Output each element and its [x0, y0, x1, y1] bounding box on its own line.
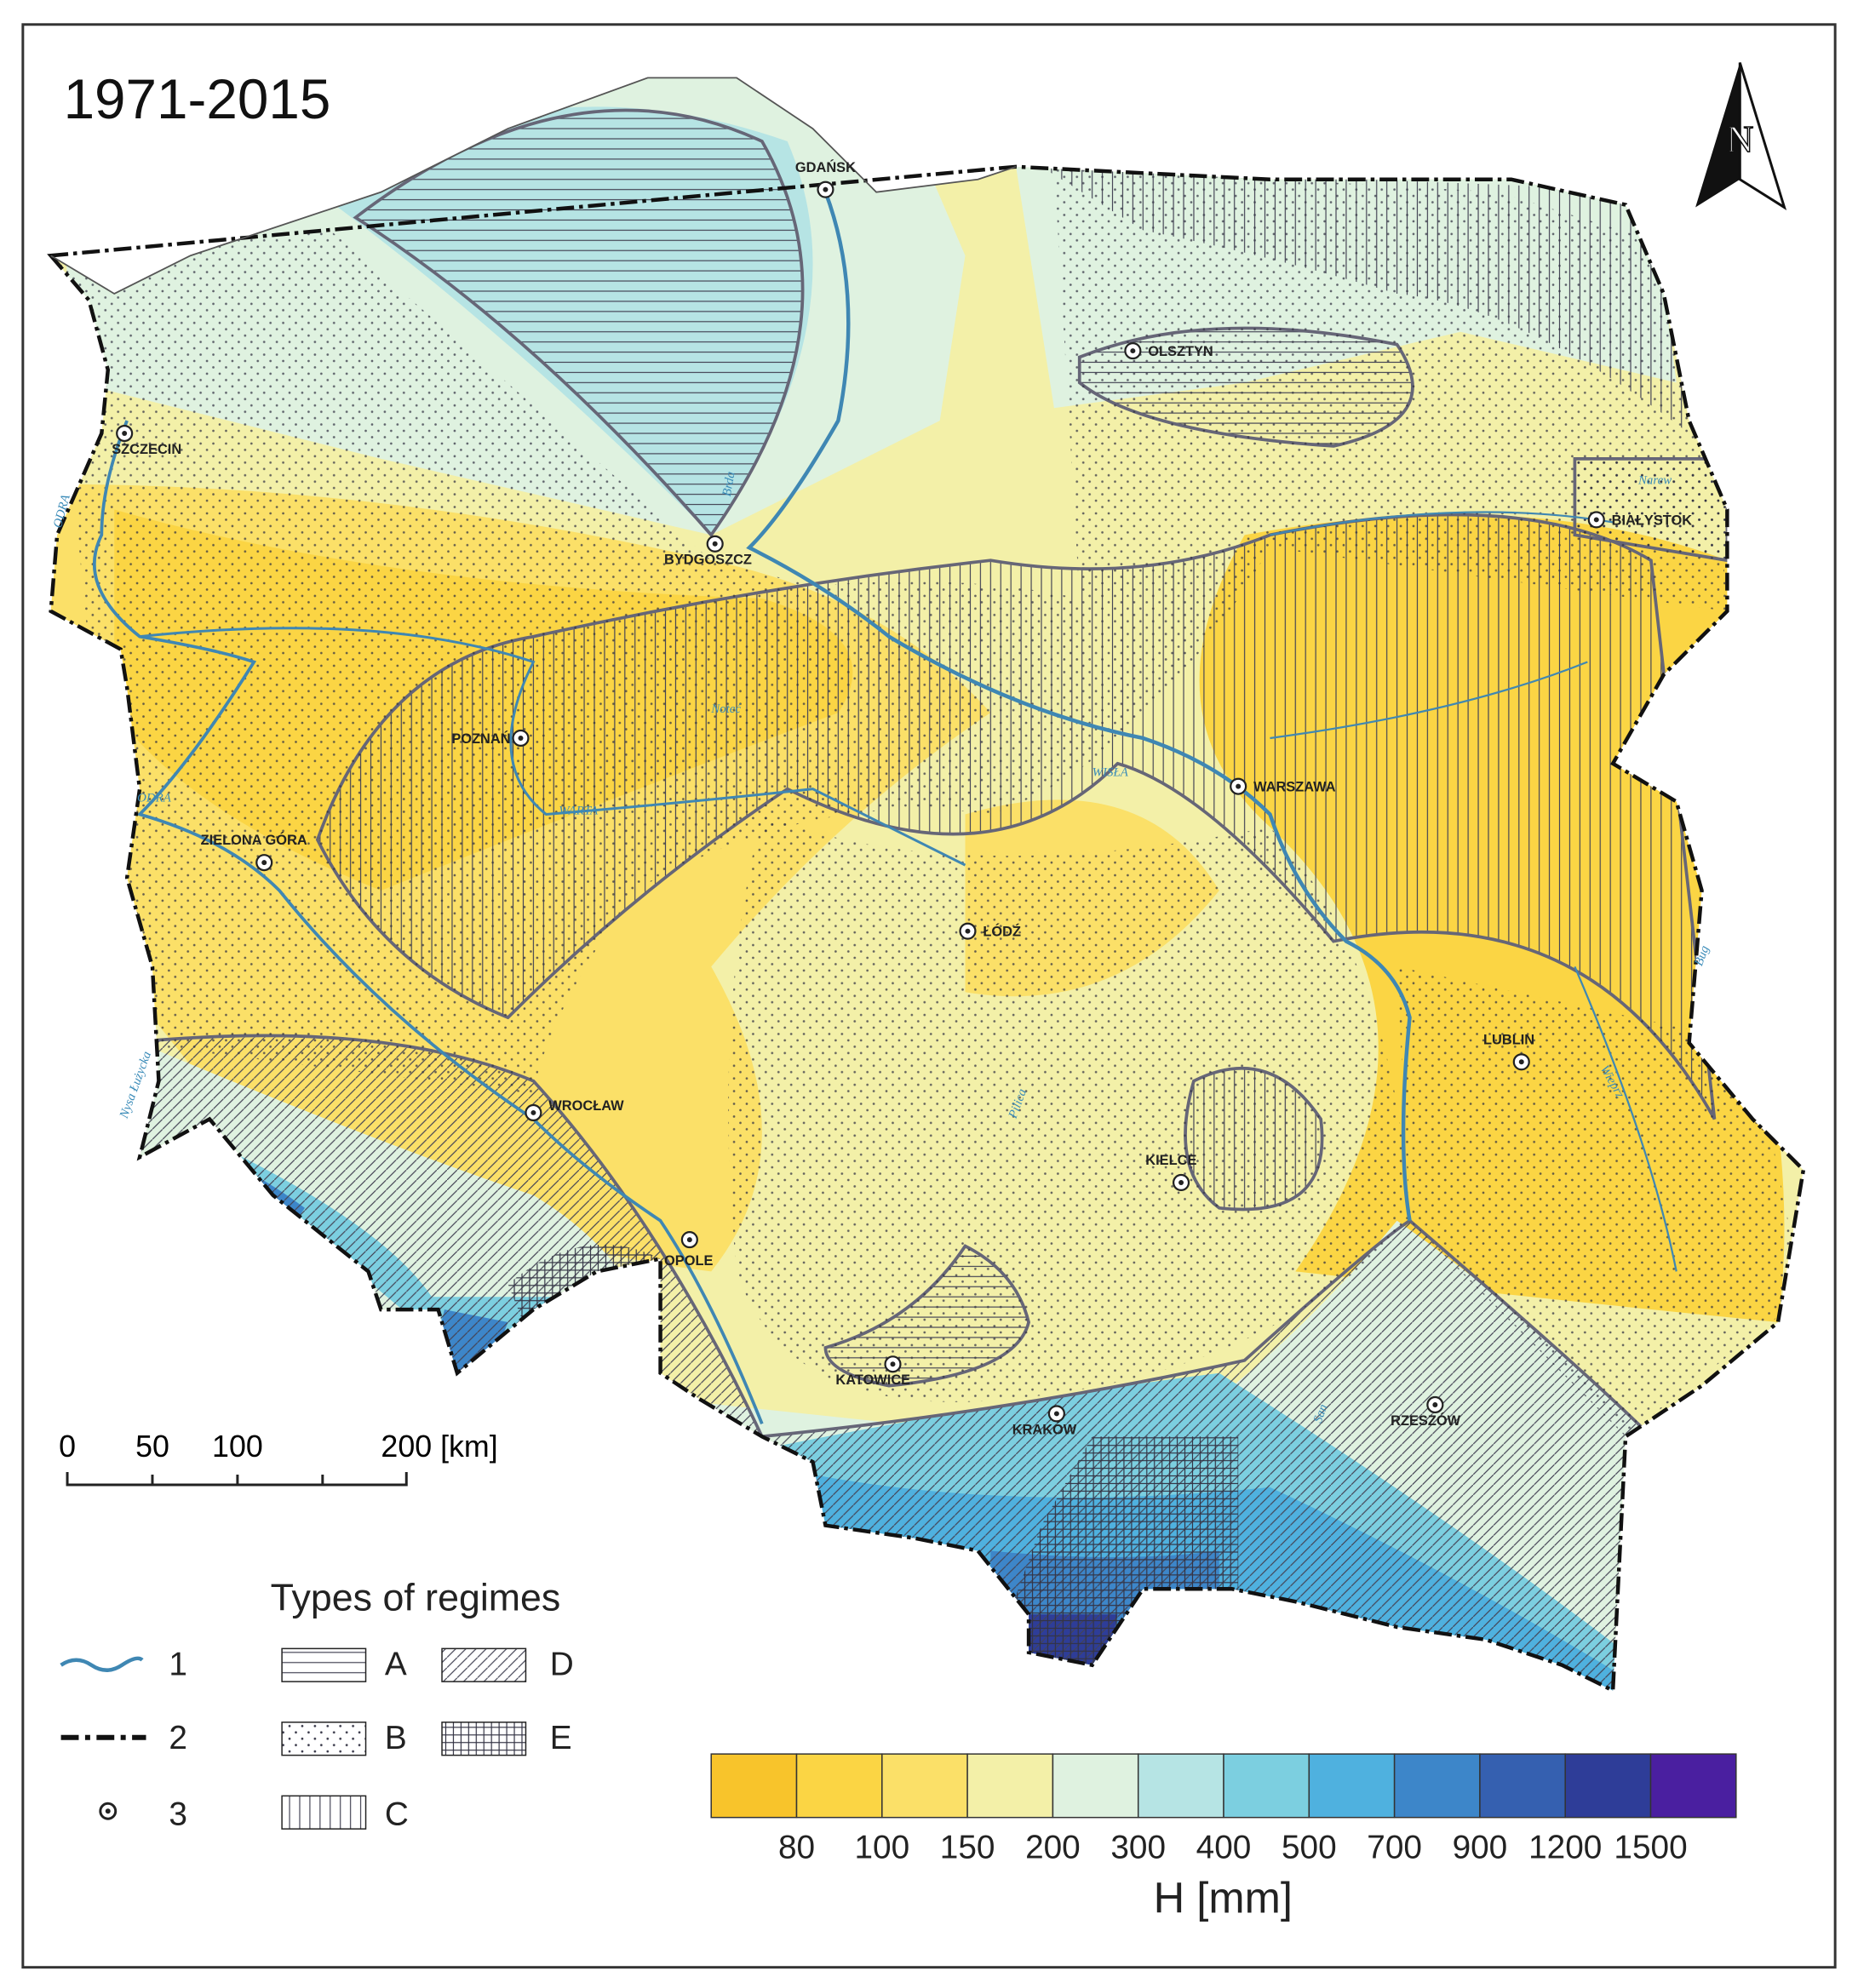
colorbar-cell [1564, 1753, 1652, 1819]
colorbar-cell [1479, 1753, 1566, 1819]
cities: GDAŃSK OLSZTYN SZCZECIN BIAŁYSTOK BYDGOSZCZ P… [112, 159, 1692, 1438]
city-label: GDAŃSK [795, 159, 856, 175]
colorbar-tick-label: 400 [1196, 1829, 1252, 1865]
legend-label: A [385, 1647, 407, 1683]
colorbar-tick-label: 80 [778, 1829, 815, 1865]
colorbar-cell [1052, 1753, 1139, 1819]
city-label: OPOLE [664, 1253, 713, 1269]
colorbar-tick-label: 150 [940, 1829, 995, 1865]
rivers [92, 191, 1677, 1425]
scale-label: 100 [212, 1429, 263, 1464]
colorbar-cell [1393, 1753, 1481, 1819]
river-label: WISŁA [1092, 766, 1129, 780]
city-label: KIELCE [1145, 1153, 1196, 1168]
colorbar-cell [1649, 1753, 1737, 1819]
city-dot [1432, 1402, 1438, 1407]
colorbar-label: H [mm] [1154, 1874, 1293, 1922]
city-dot [1236, 783, 1242, 789]
city-dot [686, 1237, 692, 1243]
city-dot [518, 735, 524, 741]
scale-bar: 0 50 100 200 [km] [59, 1429, 498, 1487]
river-label: ODRA [137, 792, 172, 805]
north-arrow: N [1695, 62, 1787, 210]
city-label: RZESZÓW [1391, 1412, 1460, 1429]
colorbar-cell [710, 1753, 798, 1819]
city-dot [261, 860, 267, 866]
colorbar-cell [795, 1753, 883, 1819]
map-title: 1971-2015 [64, 68, 331, 130]
city-label: ŁÓDŹ [983, 924, 1021, 940]
legend-label: D [550, 1647, 574, 1683]
city-label: SZCZECIN [112, 442, 181, 457]
scale-label: 50 [135, 1429, 169, 1464]
river-label: Bug [1692, 943, 1712, 968]
city-dot [1178, 1179, 1184, 1185]
scale-label: 0 [59, 1429, 76, 1464]
scale-label: 200 [km] [381, 1429, 497, 1464]
city-label: KATOWICE [835, 1372, 910, 1388]
city-dot [1518, 1059, 1524, 1065]
city-dot [890, 1361, 896, 1367]
coastline [50, 77, 1017, 295]
colorbar-tick-label: 500 [1282, 1829, 1337, 1865]
river-label: San [1311, 1402, 1331, 1424]
north-label: N [1726, 117, 1753, 160]
colorbar-cell [1308, 1753, 1396, 1819]
city-label: WROCŁAW [548, 1098, 624, 1114]
city-label: BIAŁYSTOK [1612, 513, 1693, 528]
river-label: WARTA [559, 804, 599, 817]
city-dot [1130, 348, 1136, 354]
colorbar-tick-label: 1200 [1528, 1829, 1602, 1865]
city-label: POZNAŃ [451, 730, 510, 747]
legend: Types of regimes 1 2 3 A B C D E [60, 1577, 574, 1833]
city-dot [965, 928, 971, 934]
city-dot [712, 541, 718, 547]
colorbar-tick-label: 200 [1025, 1829, 1081, 1865]
river-label: Narew [1637, 474, 1672, 488]
city-label: KRAKÓW [1012, 1421, 1077, 1437]
legend-title: Types of regimes [271, 1577, 561, 1619]
colorbar-tick-label: 300 [1110, 1829, 1166, 1865]
border [47, 164, 1806, 1694]
legend-label: 3 [169, 1796, 187, 1833]
legend-label: E [550, 1720, 572, 1756]
river-label: Noteć [710, 702, 742, 716]
colorbar-cell [966, 1753, 1054, 1819]
city-dot [530, 1109, 536, 1115]
colorbar-tick-label: 1500 [1614, 1829, 1687, 1865]
city-label: LUBLIN [1483, 1032, 1534, 1047]
city-dot [122, 431, 128, 437]
legend-label: 2 [169, 1720, 187, 1756]
colorbar-cell [1137, 1753, 1224, 1819]
legend-label: B [385, 1720, 407, 1756]
colorbar-tick-label: 700 [1367, 1829, 1422, 1865]
colorbar-tick-label: 900 [1453, 1829, 1508, 1865]
city-dot [1593, 517, 1599, 523]
city-label: ZIELONA GÓRA [201, 832, 307, 848]
city-label: OLSZTYN [1148, 344, 1213, 359]
city-label: BYDGOSZCZ [664, 553, 752, 568]
city-label: WARSZAWA [1253, 780, 1336, 795]
colorbar-cell [1223, 1753, 1310, 1819]
city-dot [1053, 1411, 1059, 1417]
colorbar-cell [881, 1753, 968, 1819]
city-dot [823, 186, 829, 192]
river-label: Brda [720, 471, 738, 498]
legend-label: 1 [169, 1647, 187, 1683]
legend-label: C [385, 1796, 409, 1833]
colorbar: 80 100 150 200 300 400 500 700 900 1200 1500 [710, 1753, 1737, 1865]
colorbar-tick-label: 100 [854, 1829, 909, 1865]
